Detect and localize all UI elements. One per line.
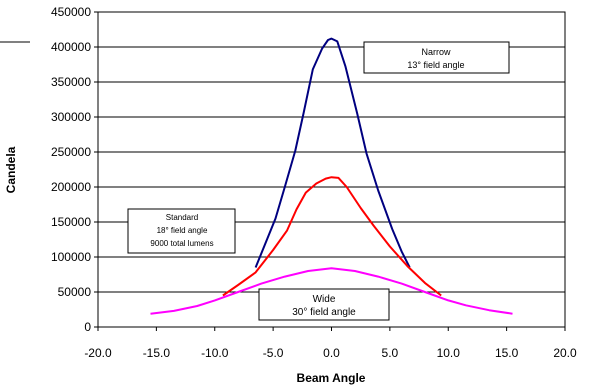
annotation-standard: Standard 18° field angle 9000 total lume… [127, 208, 236, 254]
x-tick-label: -5.0 [263, 346, 284, 360]
y-axis-title: Candela [4, 146, 18, 193]
x-tick-label: -20.0 [84, 346, 112, 360]
y-tick-label: 200000 [51, 180, 91, 194]
x-tick-label: 5.0 [382, 346, 399, 360]
annotation-wide: Wide 30° field angle [258, 288, 390, 321]
annotation-standard-line3: 9000 total lumens [150, 239, 213, 248]
y-tick-label: 400000 [51, 40, 91, 54]
annotation-wide-line1: Wide [313, 294, 336, 305]
y-tick-label: 0 [84, 320, 91, 334]
annotation-standard-line2: 18° field angle [157, 226, 208, 235]
annotation-wide-line2: 30° field angle [292, 307, 356, 318]
grid [94, 11, 566, 331]
annotation-narrow-line2: 13° field angle [407, 60, 464, 70]
x-tick-label: -15.0 [143, 346, 171, 360]
x-axis-labels: -20.0 -15.0 -10.0 -5.0 0.0 5.0 10.0 15.0 20.0 [84, 346, 577, 360]
series-line-wide [150, 267, 513, 315]
x-tick-label: 0.0 [323, 346, 340, 360]
x-tick-label: 10.0 [437, 346, 461, 360]
y-tick-label: 300000 [51, 110, 91, 124]
x-tick-label: 20.0 [553, 346, 577, 360]
y-tick-label: 150000 [51, 215, 91, 229]
y-tick-label: 100000 [51, 250, 91, 264]
series-line-standard [222, 176, 442, 297]
y-tick-label: 450000 [51, 5, 91, 19]
x-tick-label: -10.0 [201, 346, 229, 360]
y-tick-label: 50000 [58, 285, 92, 299]
annotation-narrow: Narrow 13° field angle [363, 41, 510, 74]
annotation-narrow-line1: Narrow [421, 47, 451, 57]
annotation-wide-box [258, 288, 390, 321]
plot-frame [97, 11, 566, 328]
annotation-narrow-box [363, 41, 510, 74]
y-tick-label: 250000 [51, 145, 91, 159]
x-tick-label: 15.0 [495, 346, 519, 360]
series-group [150, 37, 513, 315]
y-tick-label: 350000 [51, 75, 91, 89]
y-axis-labels: 0 50000 100000 150000 200000 250000 300000 3500… [51, 5, 91, 334]
annotation-standard-box [127, 208, 236, 254]
x-axis-title: Beam Angle [297, 371, 366, 385]
series-line-narrow [254, 37, 411, 268]
annotation-standard-line1: Standard [166, 213, 198, 222]
